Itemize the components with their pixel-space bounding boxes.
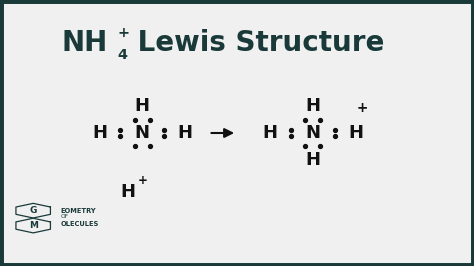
Text: 4: 4 [117, 48, 127, 61]
Text: H: H [348, 124, 363, 142]
Text: +: + [137, 174, 147, 187]
Text: NH: NH [62, 28, 108, 57]
Text: N: N [305, 124, 320, 142]
Text: +: + [117, 26, 129, 40]
Text: OLECULES: OLECULES [61, 221, 99, 227]
Text: G: G [29, 206, 37, 215]
Text: +: + [357, 101, 368, 115]
Text: N: N [135, 124, 150, 142]
Text: H: H [177, 124, 192, 142]
Text: EOMETRY: EOMETRY [61, 208, 96, 214]
Text: H: H [92, 124, 107, 142]
Text: H: H [135, 97, 150, 115]
Text: H: H [263, 124, 278, 142]
Text: H: H [305, 151, 320, 169]
Text: M: M [29, 221, 37, 230]
Text: H: H [120, 182, 136, 201]
Text: OF: OF [61, 214, 69, 219]
Text: Lewis Structure: Lewis Structure [128, 28, 384, 57]
Text: H: H [305, 97, 320, 115]
